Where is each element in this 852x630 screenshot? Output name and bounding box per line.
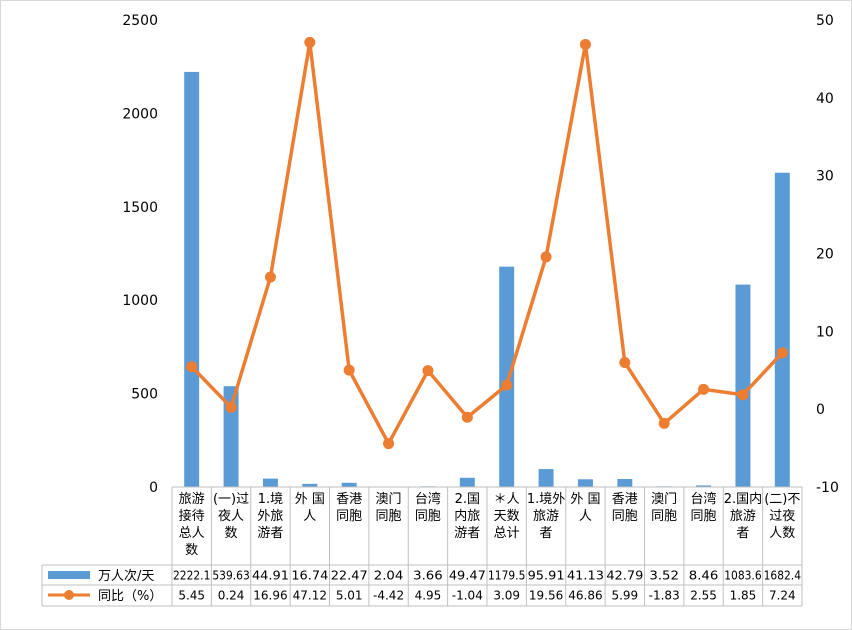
- category-label: 澳门同胞: [651, 491, 677, 524]
- table-value-bar: 16.74: [291, 569, 328, 583]
- table-value-bar: 44.91: [252, 569, 289, 583]
- table-value-line: 7.24: [769, 589, 796, 603]
- table-value-bar: 1083.6: [724, 569, 761, 583]
- table-value-bar: 2.04: [374, 569, 404, 583]
- table-value-line: 46.86: [568, 589, 602, 603]
- line-point: [698, 383, 710, 395]
- category-label: 旅游接待总人数: [179, 492, 205, 558]
- bar: [223, 386, 239, 487]
- line-point: [579, 38, 591, 50]
- line-point: [343, 364, 355, 376]
- legend-label-bar: 万人次/天: [98, 568, 154, 584]
- table-value-bar: 3.52: [649, 569, 679, 583]
- category-label: 2.国内旅游者: [724, 491, 762, 541]
- bar: [774, 172, 790, 488]
- table-value-line: 16.96: [253, 589, 287, 603]
- legend-key-bar: [48, 571, 90, 579]
- table-value-line: 5.99: [611, 589, 638, 603]
- category-label: 外 国人: [295, 492, 325, 524]
- category-label: 台湾同胞: [691, 491, 717, 524]
- bar: [302, 483, 318, 487]
- line-point: [658, 417, 670, 429]
- table-value-line: 2.55: [690, 589, 717, 603]
- table-value-bar: 2222.1: [173, 569, 210, 583]
- table-value-line: 5.45: [178, 589, 205, 603]
- y-right-tick-label: 50: [816, 13, 834, 29]
- y-right-tick-label: -10: [816, 480, 839, 496]
- table-value-line: 19.56: [529, 589, 563, 603]
- line-point: [776, 347, 788, 359]
- y-right-tick-label: 40: [816, 91, 834, 107]
- table-value-line: 1.85: [730, 589, 757, 603]
- table-value-line: 3.09: [493, 589, 520, 603]
- table-value-bar: 539.63: [212, 569, 249, 583]
- y-left-tick-label: 2500: [122, 13, 158, 29]
- bar: [538, 469, 554, 487]
- legend-label-line: 同比（%）: [98, 589, 162, 604]
- line-point: [619, 357, 631, 369]
- line-point: [422, 365, 434, 377]
- line-point: [501, 379, 513, 391]
- line-series: [190, 40, 784, 446]
- y-left-tick-label: 1000: [122, 293, 158, 309]
- table-value-bar: 41.13: [567, 569, 604, 583]
- table-value-line: 0.24: [218, 589, 245, 603]
- table-value-line: 5.01: [336, 589, 363, 603]
- table-value-bar: 22.47: [331, 569, 368, 583]
- category-label: (二)不过夜人数: [764, 492, 800, 541]
- bar: [617, 479, 633, 487]
- table-value-bar: 1682.4: [764, 569, 801, 583]
- table-value-bar: 3.66: [413, 569, 443, 583]
- table-value-bar: 8.46: [689, 569, 719, 583]
- bar: [577, 479, 593, 487]
- bar: [696, 485, 712, 487]
- bar: [341, 482, 357, 487]
- category-label: 外 国人: [570, 492, 600, 524]
- table-value-line: 47.12: [293, 589, 327, 603]
- legend-key-marker: [64, 590, 74, 600]
- bar: [184, 71, 200, 488]
- table-value-line: -1.83: [649, 589, 680, 603]
- bar: [499, 266, 515, 487]
- y-right-tick-label: 10: [816, 324, 834, 340]
- table-value-bar: 1179.5: [488, 569, 525, 583]
- category-label: 2.国内旅游者: [454, 492, 480, 541]
- category-label: (一)过夜人数: [213, 492, 249, 541]
- table-value-bar: 49.47: [449, 569, 486, 583]
- line-point: [737, 389, 749, 401]
- y-left-tick-label: 500: [131, 387, 158, 403]
- line-point: [304, 36, 316, 48]
- category-label: ＊人天数总计: [494, 492, 520, 541]
- category-label: 澳门同胞: [376, 491, 402, 524]
- bar: [262, 478, 278, 487]
- bar: [459, 477, 475, 487]
- category-label: 1.境外旅游者: [257, 492, 283, 541]
- table-value-line: -1.04: [452, 589, 483, 603]
- line-point: [540, 251, 552, 263]
- table-value-bar: 95.91: [528, 569, 565, 583]
- category-label: 台湾同胞: [415, 491, 441, 524]
- bar: [735, 284, 751, 487]
- line-point: [264, 271, 276, 283]
- y-left-tick-label: 2000: [122, 106, 158, 122]
- line-point: [225, 401, 237, 413]
- y-left-tick-label: 1500: [122, 200, 158, 216]
- category-label: 香港同胞: [612, 492, 638, 524]
- line-point: [461, 411, 473, 423]
- table-value-bar: 42.79: [606, 569, 643, 583]
- y-right-tick-label: 30: [816, 169, 834, 185]
- table-value-line: 4.95: [415, 589, 442, 603]
- category-label: 1.境外旅游者: [527, 492, 565, 541]
- y-right-tick-label: 20: [816, 247, 834, 263]
- line-point: [186, 361, 198, 373]
- y-right-tick-label: 0: [816, 402, 825, 418]
- category-label: 香港同胞: [336, 492, 362, 524]
- line-point: [383, 438, 395, 450]
- table-value-line: -4.42: [373, 589, 404, 603]
- y-left-tick-label: 0: [149, 480, 158, 496]
